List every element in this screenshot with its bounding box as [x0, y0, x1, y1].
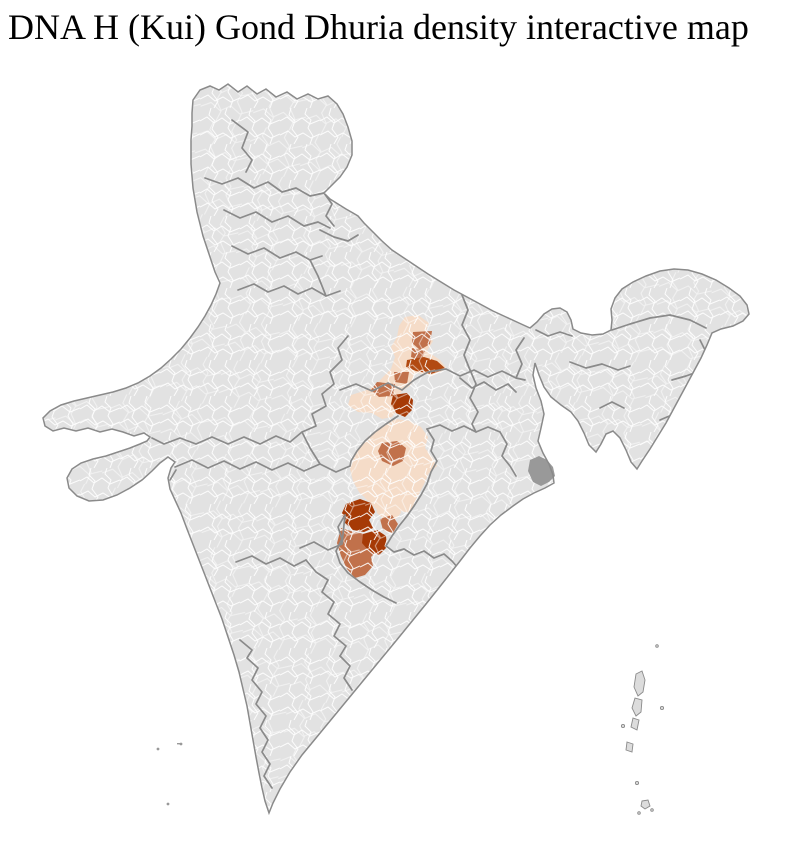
page-title: DNA H (Kui) Gond Dhuria density interact…	[8, 7, 749, 47]
andaman-nicobar-islands[interactable]	[620, 644, 665, 815]
state-borders	[151, 119, 707, 789]
lakshadweep-islands[interactable]	[156, 742, 183, 806]
density-district-medium-3[interactable]	[394, 372, 409, 384]
